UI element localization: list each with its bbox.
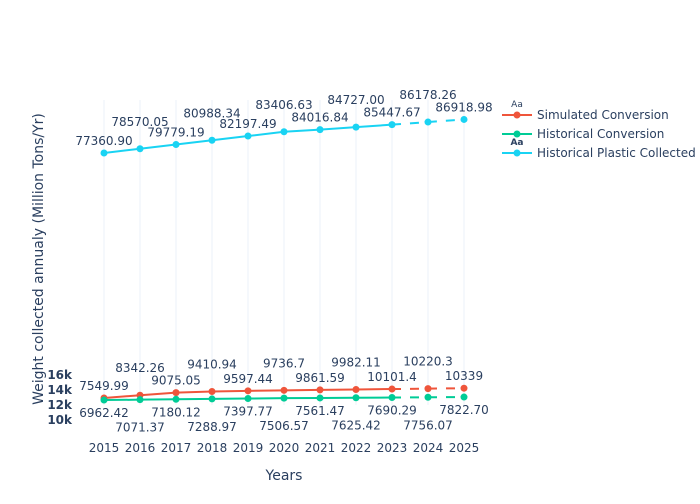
data-point bbox=[101, 397, 108, 404]
data-point bbox=[353, 124, 360, 131]
y-axis-title: Weight collected annualy (Million Tons/Y… bbox=[31, 113, 47, 405]
data-label: 6962.42 bbox=[79, 406, 129, 420]
data-point bbox=[461, 394, 468, 401]
legend-item[interactable]: Simulated Conversion bbox=[502, 108, 669, 122]
data-point bbox=[245, 387, 252, 394]
x-tick-label: 2016 bbox=[125, 441, 156, 455]
data-label: 86918.98 bbox=[435, 100, 492, 114]
data-label: 77360.90 bbox=[75, 134, 132, 148]
legend-marker bbox=[514, 150, 521, 157]
data-point bbox=[425, 385, 432, 392]
data-point bbox=[425, 119, 432, 126]
data-label: 10101.4 bbox=[367, 370, 417, 384]
data-point bbox=[389, 386, 396, 393]
x-tick-label: 2019 bbox=[233, 441, 264, 455]
legend[interactable]: Aa Aa Simulated Conversion Historical Conve… bbox=[502, 100, 696, 160]
data-point bbox=[245, 133, 252, 140]
data-point bbox=[353, 386, 360, 393]
x-tick-label: 2015 bbox=[89, 441, 120, 455]
legend-marker-text: Aa bbox=[511, 100, 523, 110]
x-axis-title: Years bbox=[265, 468, 303, 484]
legend-item[interactable]: Historical Plastic Collected bbox=[502, 146, 696, 160]
legend-marker bbox=[514, 131, 521, 138]
data-point bbox=[317, 386, 324, 393]
data-point bbox=[389, 394, 396, 401]
data-point bbox=[281, 395, 288, 402]
y-tick-label: 16k bbox=[47, 368, 73, 382]
legend-label: Historical Plastic Collected bbox=[537, 146, 696, 160]
x-axis-ticks: 2015 2016 2017 2018 2019 2020 2021 2022 2023 2024… bbox=[89, 441, 480, 455]
data-label: 7625.42 bbox=[331, 419, 381, 433]
legend-marker-text: Aa bbox=[510, 138, 523, 148]
data-point bbox=[281, 387, 288, 394]
data-point bbox=[425, 394, 432, 401]
data-label: 7180.12 bbox=[151, 405, 201, 419]
x-tick-label: 2022 bbox=[341, 441, 372, 455]
y-tick-label: 10k bbox=[47, 413, 73, 427]
x-tick-label: 2024 bbox=[413, 441, 444, 455]
legend-marker bbox=[514, 112, 521, 119]
y-tick-label: 14k bbox=[47, 383, 73, 397]
data-point bbox=[317, 394, 324, 401]
y-tick-label: 12k bbox=[47, 398, 73, 412]
data-label: 9597.44 bbox=[223, 372, 273, 386]
data-point bbox=[137, 145, 144, 152]
data-point bbox=[173, 389, 180, 396]
data-label: 7288.97 bbox=[187, 420, 237, 434]
data-point bbox=[209, 388, 216, 395]
data-label: 9861.59 bbox=[295, 371, 345, 385]
data-point bbox=[173, 396, 180, 403]
data-label: 7756.07 bbox=[403, 418, 453, 432]
data-label: 82197.49 bbox=[219, 117, 276, 131]
data-label: 84016.84 bbox=[291, 111, 348, 125]
legend-item[interactable]: Historical Conversion bbox=[502, 127, 664, 141]
data-point bbox=[281, 128, 288, 135]
data-label: 9075.05 bbox=[151, 374, 201, 388]
data-label: 9982.11 bbox=[331, 355, 381, 369]
data-label: 9736.7 bbox=[263, 356, 305, 370]
data-label: 79779.19 bbox=[147, 126, 204, 140]
x-tick-label: 2020 bbox=[269, 441, 300, 455]
data-label: 7549.99 bbox=[79, 379, 129, 393]
data-label: 7397.77 bbox=[223, 405, 273, 419]
data-point bbox=[389, 121, 396, 128]
data-point bbox=[353, 394, 360, 401]
data-label: 7071.37 bbox=[115, 421, 165, 435]
data-label: 9410.94 bbox=[187, 357, 237, 371]
data-point bbox=[317, 126, 324, 133]
data-point bbox=[101, 150, 108, 157]
x-tick-label: 2021 bbox=[305, 441, 336, 455]
data-label: 10220.3 bbox=[403, 355, 453, 369]
data-point bbox=[137, 396, 144, 403]
data-label: 10339 bbox=[445, 369, 483, 383]
data-label: 85447.67 bbox=[363, 106, 420, 120]
x-tick-label: 2025 bbox=[449, 441, 480, 455]
data-label: 7822.70 bbox=[439, 403, 489, 417]
x-tick-label: 2018 bbox=[197, 441, 228, 455]
data-point bbox=[209, 137, 216, 144]
data-point bbox=[245, 395, 252, 402]
x-tick-label: 2023 bbox=[377, 441, 408, 455]
legend-label: Historical Conversion bbox=[537, 127, 664, 141]
data-point bbox=[461, 385, 468, 392]
data-point bbox=[461, 116, 468, 123]
data-point bbox=[209, 395, 216, 402]
data-label: 7690.29 bbox=[367, 404, 417, 418]
data-label: 7561.47 bbox=[295, 404, 345, 418]
data-point bbox=[173, 141, 180, 148]
data-label: 7506.57 bbox=[259, 419, 309, 433]
x-tick-label: 2017 bbox=[161, 441, 192, 455]
legend-label: Simulated Conversion bbox=[537, 108, 669, 122]
